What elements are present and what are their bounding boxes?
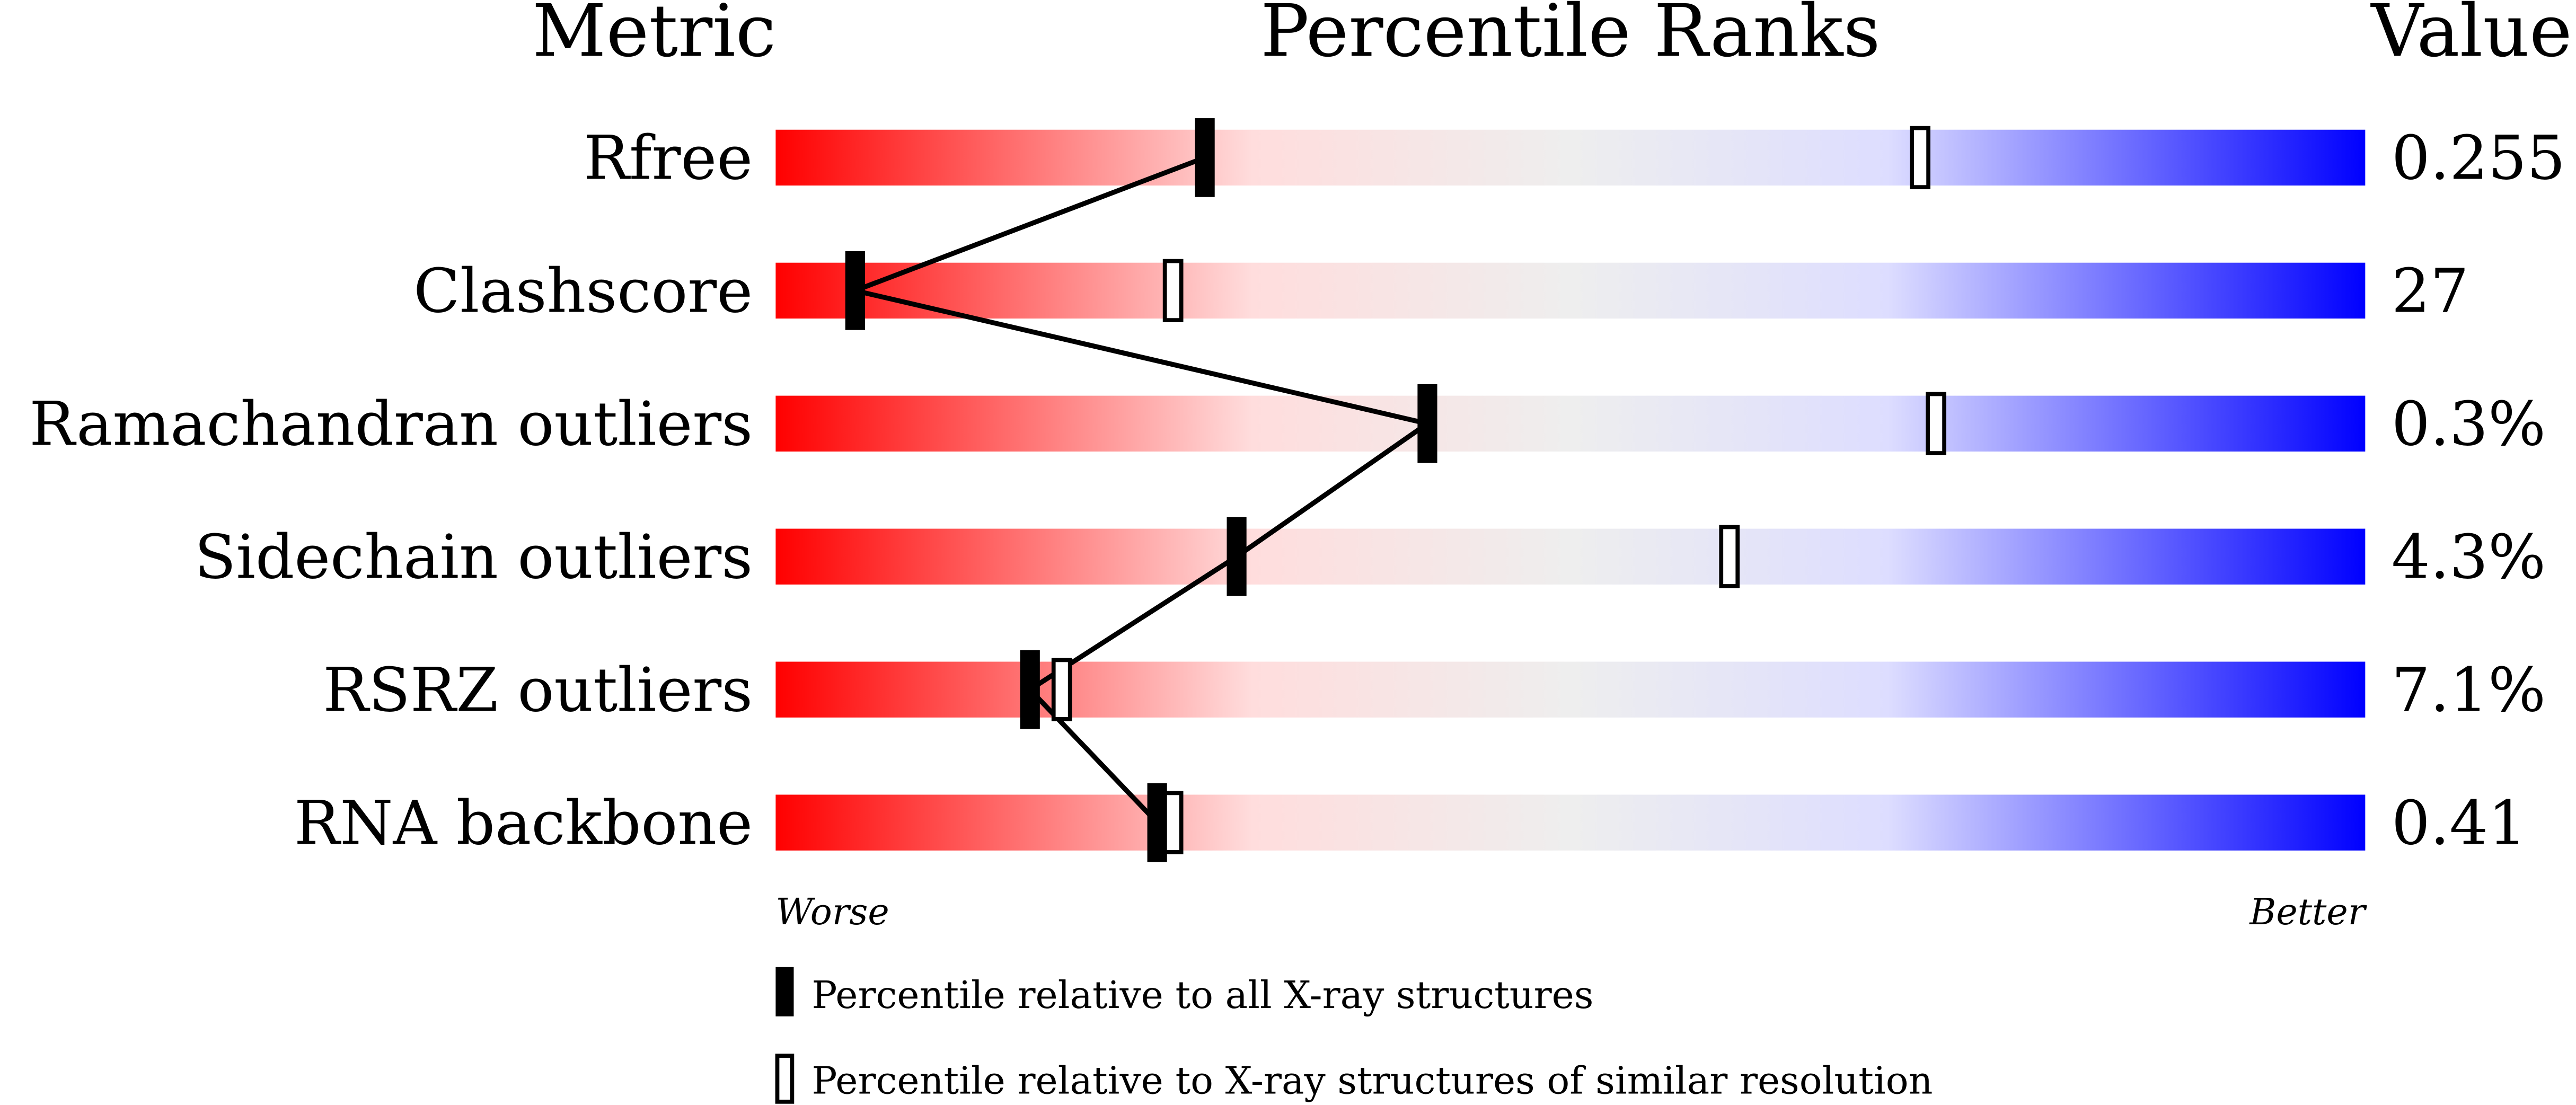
metric-label: Rfree bbox=[584, 123, 753, 194]
similar-resolution-marker bbox=[1051, 658, 1072, 721]
better-label: Better bbox=[2248, 891, 2367, 933]
metric-header: Metric bbox=[532, 0, 776, 73]
metric-value: 0.41 bbox=[2392, 788, 2527, 859]
all-structures-marker bbox=[1417, 384, 1437, 463]
percentile-ranks-header: Percentile Ranks bbox=[1260, 0, 1880, 73]
similar-resolution-marker bbox=[1719, 525, 1740, 588]
percentile-bar bbox=[775, 794, 2366, 851]
percentile-bar bbox=[775, 661, 2366, 718]
metric-label: Clashscore bbox=[413, 257, 753, 327]
legend-filled-marker bbox=[775, 967, 794, 1016]
metric-label: Sidechain outliers bbox=[195, 523, 753, 593]
metric-value: 27 bbox=[2392, 257, 2469, 327]
metric-label: RNA backbone bbox=[294, 788, 753, 859]
legend-open-marker bbox=[775, 1054, 795, 1104]
value-header: Value bbox=[2370, 0, 2572, 73]
similar-resolution-marker bbox=[1926, 392, 1946, 455]
percentile-bar bbox=[775, 262, 2366, 319]
worse-label: Worse bbox=[775, 891, 889, 933]
legend-filled-label: Percentile relative to all X-ray structu… bbox=[812, 973, 1594, 1017]
percentile-bar bbox=[775, 129, 2366, 186]
similar-resolution-marker bbox=[1162, 791, 1184, 854]
metric-value: 7.1% bbox=[2392, 655, 2546, 726]
metric-label: Ramachandran outliers bbox=[29, 390, 753, 460]
percentile-bar bbox=[775, 395, 2366, 452]
metric-value: 0.255 bbox=[2392, 123, 2565, 194]
similar-resolution-marker bbox=[1910, 126, 1930, 190]
all-structures-marker bbox=[1227, 517, 1247, 596]
all-structures-marker bbox=[1195, 118, 1215, 197]
legend-open-label: Percentile relative to X-ray structures … bbox=[812, 1058, 1933, 1102]
similar-resolution-marker bbox=[1162, 259, 1184, 322]
metric-value: 4.3% bbox=[2392, 523, 2546, 593]
all-structures-marker bbox=[1020, 650, 1040, 729]
percentile-bar bbox=[775, 528, 2366, 585]
legend: Percentile relative to all X-ray structu… bbox=[775, 967, 1933, 1104]
metric-value: 0.3% bbox=[2392, 390, 2546, 460]
percentile-connector-line bbox=[846, 155, 1434, 825]
metric-label: RSRZ outliers bbox=[323, 655, 753, 726]
all-structures-marker bbox=[1147, 783, 1167, 862]
all-structures-marker bbox=[845, 251, 865, 330]
